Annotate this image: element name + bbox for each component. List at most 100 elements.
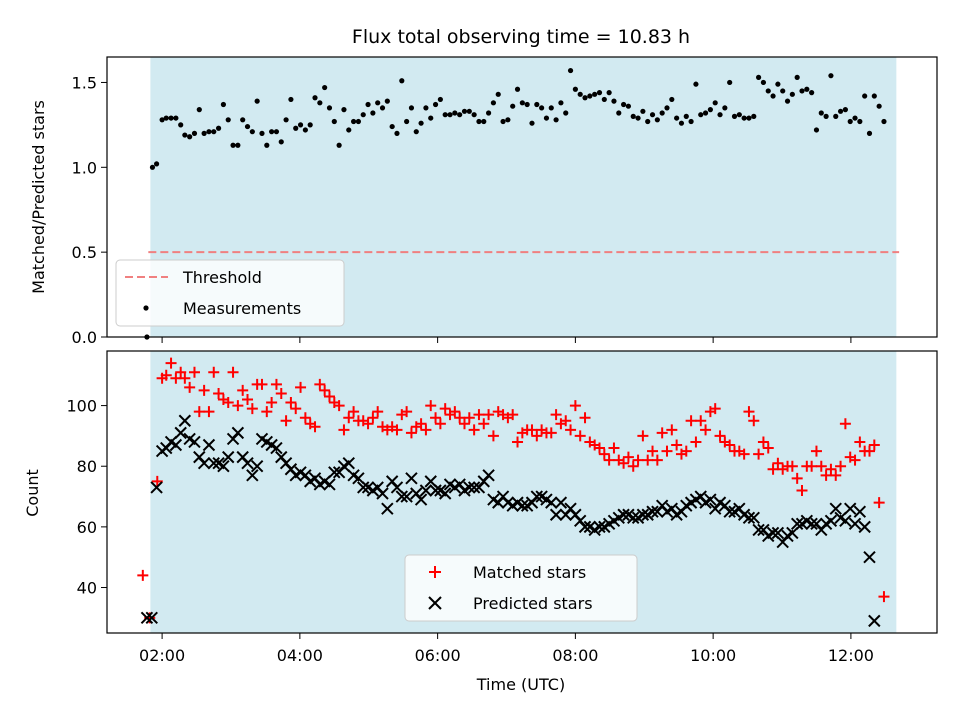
matched-stars-point <box>323 390 335 402</box>
measurement-point <box>746 115 752 121</box>
measurement-point <box>664 105 670 111</box>
measurement-point <box>331 118 337 125</box>
measurement-point <box>317 100 323 106</box>
measurement-point <box>659 110 665 116</box>
matched-stars-point <box>439 403 451 415</box>
predicted-stars-point <box>414 493 428 506</box>
measurement-point <box>842 107 848 113</box>
predicted-stars-point <box>545 496 558 509</box>
predicted-stars-point <box>844 502 857 515</box>
matched-stars-point <box>685 415 697 427</box>
predicted-stars-point <box>786 526 799 540</box>
ratio-panel: 0.0 0.5 1.0 1.5 Matched/Predicted stars Thr… <box>29 56 938 347</box>
y-tick-label: 0.0 <box>72 328 97 347</box>
predicted-stars-point <box>169 438 183 452</box>
measurement-point <box>428 115 434 121</box>
matched-stars-point <box>270 378 282 390</box>
measurement-point <box>654 117 660 123</box>
measurement-point <box>346 127 352 133</box>
measurement-point <box>625 103 632 109</box>
matched-stars-point <box>627 460 639 472</box>
measurement-point <box>736 112 742 118</box>
measurement-point <box>288 96 294 103</box>
measurement-point <box>196 107 202 113</box>
predicted-stars-point <box>241 456 254 470</box>
predicted-stars-point <box>328 466 341 479</box>
matched-stars-point <box>405 427 417 439</box>
measurement-point <box>756 74 762 80</box>
predicted-stars-point <box>704 493 717 506</box>
measurement-point <box>669 96 675 103</box>
measurement-point <box>350 118 357 125</box>
predicted-stars-point <box>150 481 163 494</box>
measurement-point <box>336 142 342 148</box>
predicted-stars-point <box>829 502 842 515</box>
predicted-stars-point <box>197 456 211 470</box>
measurement-point <box>592 91 598 97</box>
measurement-point <box>818 110 824 116</box>
matched-legend-label: Matched stars <box>473 563 586 582</box>
measurement-point <box>153 161 160 167</box>
count-legend: Matched stars Predicted stars <box>404 554 638 622</box>
measurement-point <box>871 93 877 99</box>
measurement-point <box>481 118 487 125</box>
matched-stars-point <box>772 457 784 469</box>
matched-stars-point <box>213 387 225 399</box>
measurement-point <box>524 101 530 108</box>
matched-stars-point <box>478 418 490 430</box>
matched-stars-point <box>815 460 827 472</box>
measurement-point <box>553 117 559 123</box>
predicted-stars-point <box>342 456 355 470</box>
matched-stars-point <box>806 460 818 472</box>
predicted-stars-point <box>419 484 433 497</box>
measurement-point <box>596 90 603 96</box>
matched-stars-point <box>695 415 707 427</box>
measurement-point <box>847 118 853 125</box>
predicted-stars-point <box>549 508 563 521</box>
measurement-point <box>490 100 497 106</box>
measurement-point <box>534 101 540 108</box>
measurement-point <box>471 112 477 118</box>
measurement-point <box>206 129 212 135</box>
matched-stars-point <box>333 400 345 412</box>
matched-stars-point <box>651 454 663 466</box>
measurement-point <box>413 129 419 135</box>
measurement-point <box>201 130 207 136</box>
measurement-point <box>543 115 550 121</box>
measurement-point <box>500 118 506 125</box>
predicted-stars-point <box>207 456 220 470</box>
predicted-stars-point <box>357 481 370 494</box>
predicted-stars-point <box>482 469 495 482</box>
matched-stars-point <box>810 445 822 457</box>
measurement-point <box>678 120 685 126</box>
measurement-point <box>326 105 333 111</box>
measurement-point <box>693 81 699 87</box>
matched-stars-point <box>700 424 712 436</box>
matched-stars-point <box>275 387 287 399</box>
predicted-stars-point <box>352 472 365 485</box>
matched-stars-point <box>762 442 774 454</box>
matched-stars-point <box>473 409 485 421</box>
measurement-point <box>587 93 593 99</box>
matched-stars-point <box>343 412 355 424</box>
matched-stars-point <box>137 569 149 581</box>
y-tick-label: 0.5 <box>72 243 97 262</box>
matched-stars-point <box>266 397 278 409</box>
matched-stars-point <box>203 406 215 418</box>
measurement-point <box>765 88 771 94</box>
measurement-point <box>620 101 627 108</box>
measurement-point <box>269 129 275 135</box>
matched-stars-point <box>550 409 562 421</box>
measurement-point <box>211 129 217 135</box>
predicted-stars-point <box>627 511 640 524</box>
measurement-point <box>264 142 270 148</box>
measurements-legend-swatch <box>143 305 149 311</box>
measurement-point <box>717 112 723 118</box>
measurement-point <box>505 117 511 123</box>
predicted-stars-point <box>463 481 476 494</box>
measurement-point <box>702 110 709 116</box>
count-axes-frame <box>106 350 938 634</box>
matched-stars-point <box>175 366 187 378</box>
measurement-point <box>876 103 882 109</box>
